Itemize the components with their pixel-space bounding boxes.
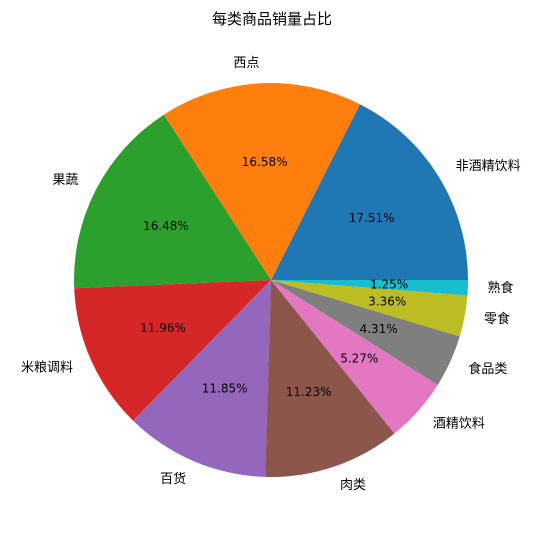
- slice-category-label: 米粮调料: [21, 361, 73, 376]
- slice-category-label: 酒精饮料: [433, 417, 485, 432]
- slice-value-label: 16.48%: [143, 219, 189, 233]
- pie-slice-4: [74, 280, 271, 421]
- slice-category-label: 百货: [160, 471, 186, 487]
- slice-category-label: 零食: [484, 311, 510, 327]
- slice-value-label: 11.85%: [202, 382, 248, 396]
- pie-slice-7: [271, 280, 438, 434]
- pie-slice-10: [271, 280, 468, 296]
- pie-slice-2: [163, 82, 360, 280]
- slice-value-label: 3.36%: [368, 295, 406, 309]
- pie-slice-6: [265, 280, 395, 477]
- slice-category-label: 熟食: [488, 280, 514, 296]
- pie-slice-1: [271, 104, 468, 280]
- pie-slice-5: [133, 280, 271, 477]
- slice-category-label: 非酒精饮料: [456, 159, 521, 174]
- slice-value-label: 17.51%: [349, 211, 395, 225]
- slice-value-label: 4.31%: [360, 322, 398, 336]
- slice-value-label: 16.58%: [242, 155, 288, 169]
- slice-value-label: 11.96%: [140, 321, 186, 335]
- slice-category-label: 果蔬: [52, 173, 78, 188]
- slice-category-label: 肉类: [340, 478, 366, 493]
- pie-slice-3: [73, 114, 271, 289]
- pie-slice-9: [271, 280, 468, 337]
- slice-category-label: 食品类: [468, 361, 507, 377]
- slice-value-label: 5.27%: [340, 352, 378, 366]
- slice-value-label: 11.23%: [286, 385, 332, 399]
- pie-slice-8: [271, 280, 460, 385]
- slice-value-label: 1.25%: [370, 278, 408, 292]
- chart-title: 每类商品销量占比: [211, 10, 332, 28]
- slice-category-label: 西点: [233, 56, 259, 71]
